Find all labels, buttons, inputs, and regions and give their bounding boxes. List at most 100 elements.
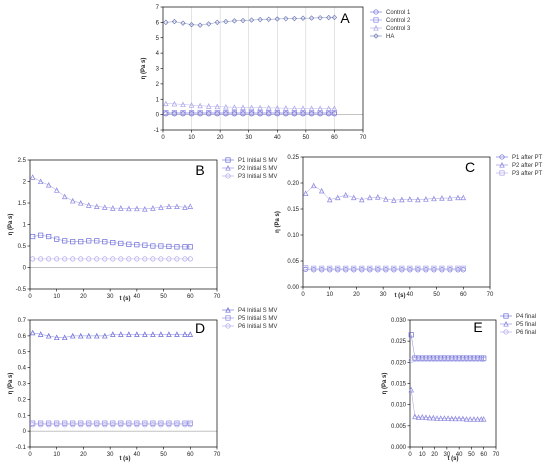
x-tick-label: 10: [188, 135, 195, 141]
y-tick-label: 0.030: [391, 318, 407, 324]
data-point: [326, 14, 332, 21]
legend-marker: [225, 165, 231, 171]
y-tick-label: 0.2: [18, 397, 27, 403]
legend-marker: [373, 9, 379, 15]
legend-label: P2 after PT: [512, 163, 543, 169]
data-point: [408, 357, 414, 363]
x-tick-label: 10: [326, 292, 333, 298]
legend-label: P3 after PT: [512, 171, 543, 177]
legend-marker: [373, 33, 379, 39]
y-tick-label: 0.020: [391, 360, 407, 366]
x-tick-label: 30: [380, 292, 387, 298]
data-point: [300, 15, 306, 21]
data-point: [310, 182, 317, 189]
y-axis-title: η (Pa s): [382, 373, 388, 395]
x-tick-label: 30: [444, 452, 451, 458]
legend-label: P4 final: [516, 314, 536, 320]
legend-marker: [373, 17, 379, 23]
x-axis-title: t (s): [395, 293, 406, 299]
legend-marker: [225, 307, 231, 313]
data-point: [331, 14, 338, 21]
panel-c: 0 10 20 30 40 50 60 70 0.00 0.05 0.10 0.15 0.20 0.25 η…: [275, 154, 543, 299]
legend-label: P3 Initial S MV: [238, 174, 277, 180]
panel-b: 0 10 20 30 40 50 60 70-0.500.511.522.5η (Pa s)t…: [8, 157, 277, 302]
x-tick-label: 0: [28, 452, 32, 458]
legend-label: Control 2: [386, 18, 411, 24]
data-point: [171, 18, 178, 25]
x-tick-label: 60: [480, 452, 487, 458]
y-axis-title: η (Pa s): [8, 214, 14, 236]
series-p3-initial-s-mv: [30, 256, 193, 262]
x-tick-label: 60: [460, 292, 467, 298]
x-tick-label: 70: [360, 135, 367, 141]
x-tick-label: 60: [331, 135, 338, 141]
data-point: [38, 232, 44, 238]
series-line: [411, 359, 484, 361]
y-tick-label: 0.025: [391, 339, 407, 345]
y-axis-title: η (Pa s): [8, 373, 14, 395]
x-axis-title: t (s): [448, 456, 459, 462]
panel-e: 0 10 20 30 40 50 60 70 0.000 0.005 0.010 0.015 0.020…: [382, 313, 536, 462]
x-tick-label: 20: [431, 452, 438, 458]
data-point: [326, 196, 333, 203]
data-point: [231, 18, 238, 24]
legend-marker: [225, 157, 231, 163]
x-tick-label: 10: [53, 452, 60, 458]
plot-frame: [29, 319, 218, 448]
data-point: [29, 174, 36, 180]
x-tick-label: 70: [214, 294, 221, 300]
x-tick-label: 70: [493, 452, 500, 458]
data-point: [214, 19, 220, 26]
y-tick-label: 0: [23, 266, 27, 272]
legend-marker: [499, 162, 505, 168]
legend-label: P4 Initial S MV: [238, 308, 277, 314]
x-tick-label: 20: [80, 294, 87, 300]
legend-label: P5 final: [516, 322, 536, 328]
data-point: [223, 18, 229, 25]
legend-marker: [499, 154, 505, 160]
y-tick-label: 1: [156, 97, 160, 103]
x-tick-label: 20: [217, 135, 224, 141]
series-line: [305, 267, 464, 269]
panel-letter: B: [195, 162, 204, 178]
data-point: [283, 15, 289, 22]
legend-marker: [499, 170, 505, 176]
series-control-3: [163, 100, 338, 112]
y-tick-label: 0.7: [18, 318, 27, 324]
legend-label: P1 Initial S MV: [238, 158, 277, 164]
legend-label: P2 Initial S MV: [238, 166, 277, 172]
data-point: [302, 190, 309, 196]
y-tick-label: 5: [156, 36, 160, 42]
panel-letter: A: [340, 10, 350, 26]
series-p5-initial-s-mv: [30, 420, 193, 426]
panel-letter: D: [195, 320, 205, 336]
y-tick-label: 0.010: [391, 403, 407, 409]
data-point: [266, 16, 272, 22]
data-point: [180, 20, 186, 26]
series-control-2: [163, 110, 337, 116]
series-line: [32, 234, 191, 248]
panel-letter: E: [473, 319, 482, 335]
y-tick-label: 0.05: [287, 259, 299, 265]
data-point: [45, 181, 52, 188]
data-point: [53, 187, 60, 193]
x-axis-title: t (s): [120, 296, 131, 302]
y-tick-label: 0.015: [391, 382, 407, 388]
y-tick-label: 0.6: [18, 334, 27, 340]
x-tick-label: 0: [28, 294, 32, 300]
data-point: [54, 236, 60, 242]
x-tick-label: 50: [468, 452, 475, 458]
data-point: [163, 19, 169, 26]
data-point: [46, 233, 52, 240]
x-tick-label: 0: [301, 292, 305, 298]
y-tick-label: 0.3: [18, 382, 27, 388]
y-tick-label: -0.1: [16, 445, 27, 451]
data-point: [308, 15, 315, 21]
data-point: [317, 15, 323, 21]
x-axis-title: t (s): [120, 456, 131, 462]
data-point: [274, 16, 280, 22]
plot-frame: [302, 156, 491, 288]
y-tick-label: 3: [156, 67, 160, 73]
data-point: [318, 187, 325, 194]
